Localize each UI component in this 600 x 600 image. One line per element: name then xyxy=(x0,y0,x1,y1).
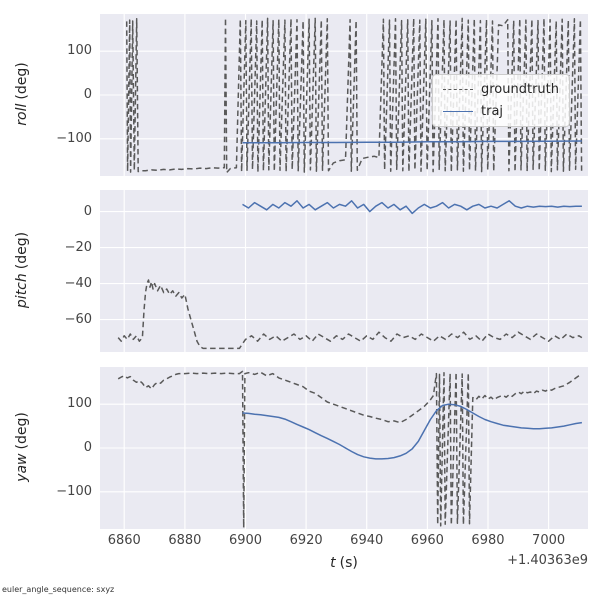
x-tick-label: 7000 xyxy=(532,533,566,548)
euler-sequence-footnote: euler_angle_sequence: sxyz xyxy=(2,585,115,594)
traj-solid-line-icon xyxy=(443,111,473,112)
x-axis-label: t (s) xyxy=(244,555,444,571)
legend-label-groundtruth: groundtruth xyxy=(481,82,560,97)
y-tick-label: −40 xyxy=(64,275,92,291)
y-tick-label: 100 xyxy=(67,43,92,59)
y-tick-label: −100 xyxy=(56,130,92,146)
roll-axis-label-var: roll xyxy=(14,103,30,126)
y-tick-label: 0 xyxy=(83,203,92,219)
y-tick-label: 100 xyxy=(67,396,92,412)
x-axis-label-var: t xyxy=(330,555,336,571)
x-tick-label: 6960 xyxy=(410,533,444,548)
y-tick-label: 0 xyxy=(83,87,92,102)
y-tick-label: −20 xyxy=(64,239,92,255)
y-tick-label: −60 xyxy=(64,311,92,327)
yaw-axis-label-var: yaw xyxy=(14,453,30,482)
x-axis-offset-text: +1.40363e9 xyxy=(507,553,588,568)
legend: groundtruth traj xyxy=(432,74,571,127)
pitch-subplot xyxy=(100,190,588,352)
y-tick-label: −100 xyxy=(56,483,92,499)
yaw-subplot xyxy=(100,367,588,529)
legend-item-groundtruth: groundtruth xyxy=(443,82,559,97)
y-tick-label: 0 xyxy=(83,440,92,455)
x-tick-label: 6940 xyxy=(350,533,384,548)
x-axis-label-unit: (s) xyxy=(339,555,358,571)
x-tick-label: 6900 xyxy=(228,533,263,548)
x-tick-label: 6920 xyxy=(289,533,323,548)
x-tick-label: 6860 xyxy=(107,533,141,548)
x-tick-label: 6980 xyxy=(471,533,505,548)
x-tick-label: 6880 xyxy=(168,533,202,548)
legend-item-traj: traj xyxy=(443,104,559,119)
legend-label-traj: traj xyxy=(481,104,504,119)
groundtruth-dashed-line-icon xyxy=(443,89,473,90)
